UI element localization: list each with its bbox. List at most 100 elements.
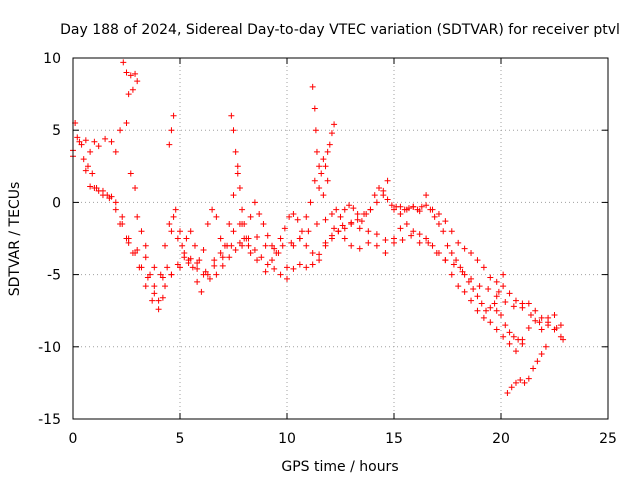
data-point (371, 192, 378, 199)
data-point (286, 213, 293, 220)
data-point (487, 319, 494, 326)
data-point (151, 283, 158, 290)
data-point (431, 213, 438, 220)
data-point (194, 278, 201, 285)
data-point (331, 225, 338, 232)
data-point (316, 257, 323, 264)
data-point (179, 242, 186, 249)
data-point (322, 163, 329, 170)
data-point (365, 239, 372, 246)
data-point (358, 218, 365, 225)
data-point (254, 257, 261, 264)
data-point (290, 265, 297, 272)
data-point (219, 262, 226, 269)
data-point (532, 317, 539, 324)
data-point (418, 203, 425, 210)
data-point (132, 70, 139, 77)
data-point (519, 340, 526, 347)
data-point (435, 221, 442, 228)
data-point (506, 290, 513, 297)
y-tick-label: 10 (43, 51, 61, 67)
data-point (313, 148, 320, 155)
data-point (162, 283, 169, 290)
data-point (112, 206, 119, 213)
data-point (453, 257, 460, 264)
data-point (373, 231, 380, 238)
data-point (493, 326, 500, 333)
data-point (465, 278, 472, 285)
chart-title: Day 188 of 2024, Sidereal Day-to-day VTE… (60, 22, 620, 38)
data-point (185, 260, 192, 267)
data-point (104, 192, 111, 199)
data-point (309, 83, 316, 90)
data-point (236, 184, 243, 191)
data-point (510, 333, 517, 340)
data-point (189, 264, 196, 271)
series-arc-3 (87, 177, 564, 340)
data-point (226, 254, 233, 261)
data-point (277, 271, 284, 278)
data-point (151, 290, 158, 297)
data-point (284, 275, 290, 282)
data-point (307, 199, 314, 206)
data-point (506, 340, 513, 347)
series-arc-4 (82, 167, 567, 343)
data-point (474, 257, 481, 264)
data-point (346, 202, 353, 209)
data-points (70, 59, 567, 397)
data-point (316, 163, 323, 170)
data-point (254, 234, 261, 241)
data-point (177, 264, 183, 271)
data-point (170, 213, 177, 220)
x-tick-label: 0 (69, 431, 78, 447)
data-point (298, 228, 305, 235)
data-point (187, 255, 194, 262)
data-point (530, 365, 537, 372)
data-point (416, 239, 423, 246)
data-point (84, 163, 91, 170)
data-point (380, 192, 387, 199)
data-point (354, 216, 361, 223)
data-point (423, 235, 430, 242)
data-point (474, 293, 481, 300)
data-point (348, 219, 355, 226)
data-point (112, 199, 119, 206)
data-point (108, 138, 115, 145)
data-point (232, 247, 239, 254)
data-point (241, 221, 248, 228)
data-point (331, 121, 338, 128)
data-point (367, 206, 374, 213)
series-arc-8 (309, 83, 338, 177)
data-point (166, 141, 173, 148)
data-point (382, 236, 389, 243)
data-point (416, 231, 423, 238)
data-point (487, 274, 494, 281)
data-point (82, 137, 89, 144)
data-point (521, 379, 528, 386)
data-point (560, 336, 567, 343)
data-point (442, 218, 449, 225)
data-point (461, 271, 468, 278)
data-point (211, 262, 218, 269)
data-point (324, 148, 331, 155)
data-point (491, 300, 498, 307)
data-point (125, 91, 132, 98)
data-point (117, 127, 124, 134)
data-point (388, 202, 395, 209)
data-point (425, 239, 432, 246)
series-arc-2 (70, 119, 564, 355)
data-point (142, 242, 149, 249)
data-point (493, 278, 500, 285)
data-point (476, 283, 483, 290)
y-tick-label: -5 (47, 268, 61, 284)
data-point (508, 384, 515, 391)
data-point (74, 134, 81, 141)
data-point (230, 192, 237, 199)
data-point (414, 206, 421, 213)
grid-layer (73, 58, 608, 419)
data-point (134, 247, 141, 254)
data-point (542, 343, 549, 350)
data-point (82, 167, 89, 174)
data-point (256, 210, 263, 217)
